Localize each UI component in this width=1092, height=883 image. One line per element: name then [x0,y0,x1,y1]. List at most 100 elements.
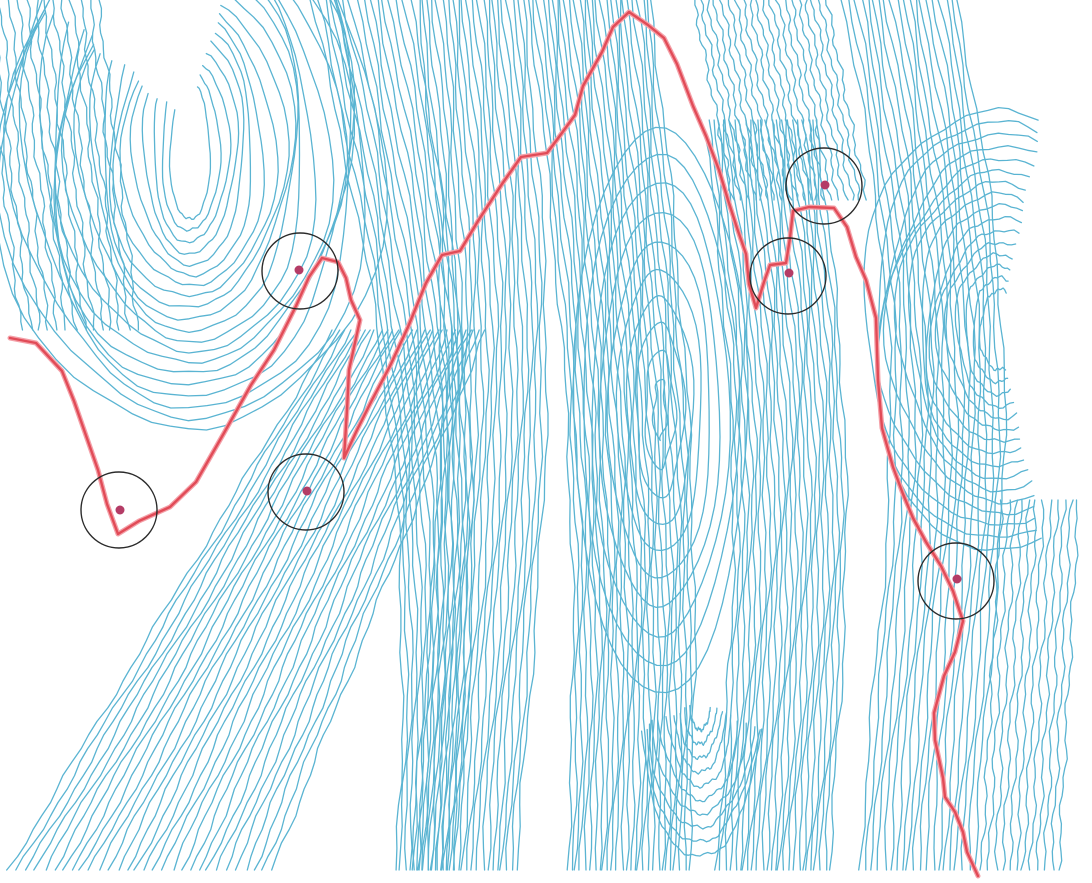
contour-line [771,119,804,871]
contour-line [1035,499,1060,871]
contour-line [626,0,675,871]
circled-points [80,147,995,620]
contour-line [902,0,954,871]
contour-line [750,119,782,871]
contour-line [325,0,414,871]
contour-line [60,0,104,331]
contour-line [381,0,457,871]
marker-6[interactable] [917,542,995,620]
contour-line [87,329,383,871]
contour-line [951,0,1002,871]
contour-line [815,119,849,871]
contour-line [931,0,982,871]
contour-line [99,329,389,871]
contour-line [648,723,756,830]
contour-line [547,0,594,871]
contour-line [6,329,333,871]
contour-line [708,119,741,871]
contour-line [986,499,1012,871]
contour-line [78,329,375,871]
contour-line [54,0,349,373]
contour-line [246,329,473,871]
contour-line [798,0,840,201]
contour-line [888,0,940,871]
contour-line [466,0,500,871]
marker-point [302,486,312,496]
marker-4[interactable] [785,147,863,225]
contour-line [619,0,667,871]
contour-line [809,0,855,201]
contour-line [90,0,131,331]
contour-line [579,0,625,871]
contour-line [108,13,279,298]
contour-line [118,329,400,871]
contour-line [168,86,212,220]
marker-ring [749,237,827,315]
marker-point [952,574,962,584]
red-route [7,9,981,879]
contour-line [62,329,366,871]
contour-line [713,119,746,871]
contour-line [591,0,639,871]
contour-line [594,0,643,871]
contour-line [204,329,448,871]
contour-line [925,0,976,871]
contour-line [584,0,630,871]
contour-line [684,707,718,746]
contour-line [738,119,773,871]
contour-line [161,74,222,232]
contour-line [792,119,825,871]
contour-line [591,182,731,638]
marker-ring [80,471,158,549]
contour-line [16,0,58,331]
contour-line [586,0,634,871]
contour-line [543,0,589,871]
marker-ring [785,147,863,225]
contour-line [876,132,1038,526]
contour-line [104,4,290,308]
contour-line [418,0,449,871]
marker-2[interactable] [261,232,339,310]
contour-line [646,0,693,871]
marker-ring [267,453,345,531]
contour-line [43,0,87,331]
contour-line [53,0,335,364]
marker-5[interactable] [749,237,827,315]
contour-line [651,378,669,442]
contour-line [470,0,504,871]
contour-line [745,119,777,871]
contour-line [557,0,604,871]
contour-line [487,0,519,871]
contour-line [650,0,697,871]
contour-line [1027,499,1053,871]
contour-line [107,329,394,871]
marker-ring [261,232,339,310]
contour-line [943,242,1018,421]
marker-3[interactable] [267,453,345,531]
contour-line [80,0,120,331]
contour-line [33,329,352,871]
contour-line [640,728,763,857]
contour-line [752,119,787,871]
contour-line [915,0,966,871]
contour-line [68,0,112,331]
contour-line [1009,499,1031,871]
contour-line [764,119,799,871]
marker-1[interactable] [80,471,158,549]
contour-line [722,119,755,871]
contour-line [734,119,767,871]
contour-line [700,0,742,201]
contour-line [796,119,831,871]
contour-line [878,0,930,871]
contour-line [446,0,480,871]
contour-line [71,329,371,871]
contour-line [689,704,711,733]
contour-line [317,0,410,871]
contour-line [309,0,405,871]
contour-line [743,0,783,201]
contour-line [0,144,24,331]
contour-line [946,0,995,871]
marker-point [820,180,830,190]
